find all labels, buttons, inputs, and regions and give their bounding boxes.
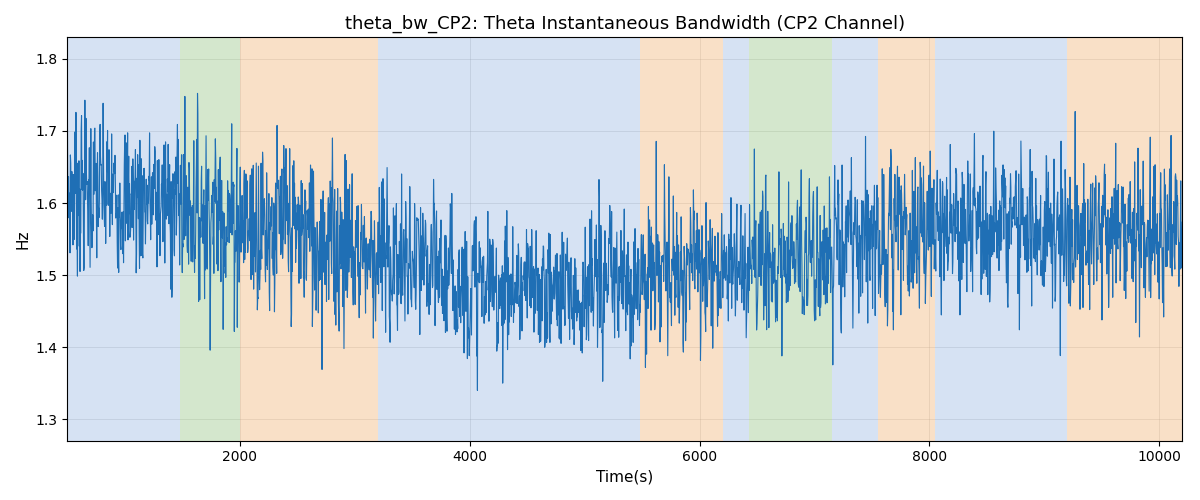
Title: theta_bw_CP2: Theta Instantaneous Bandwidth (CP2 Channel): theta_bw_CP2: Theta Instantaneous Bandwi… xyxy=(344,15,905,34)
Bar xyxy=(749,38,832,440)
Bar xyxy=(935,38,1067,440)
Bar xyxy=(1067,38,1182,440)
Bar xyxy=(640,38,722,440)
Bar xyxy=(378,38,640,440)
Bar xyxy=(180,38,240,440)
Bar xyxy=(67,38,180,440)
Bar xyxy=(722,38,749,440)
Bar xyxy=(240,38,378,440)
X-axis label: Time(s): Time(s) xyxy=(596,470,654,485)
Y-axis label: Hz: Hz xyxy=(16,230,30,249)
Bar xyxy=(832,38,877,440)
Bar xyxy=(877,38,935,440)
